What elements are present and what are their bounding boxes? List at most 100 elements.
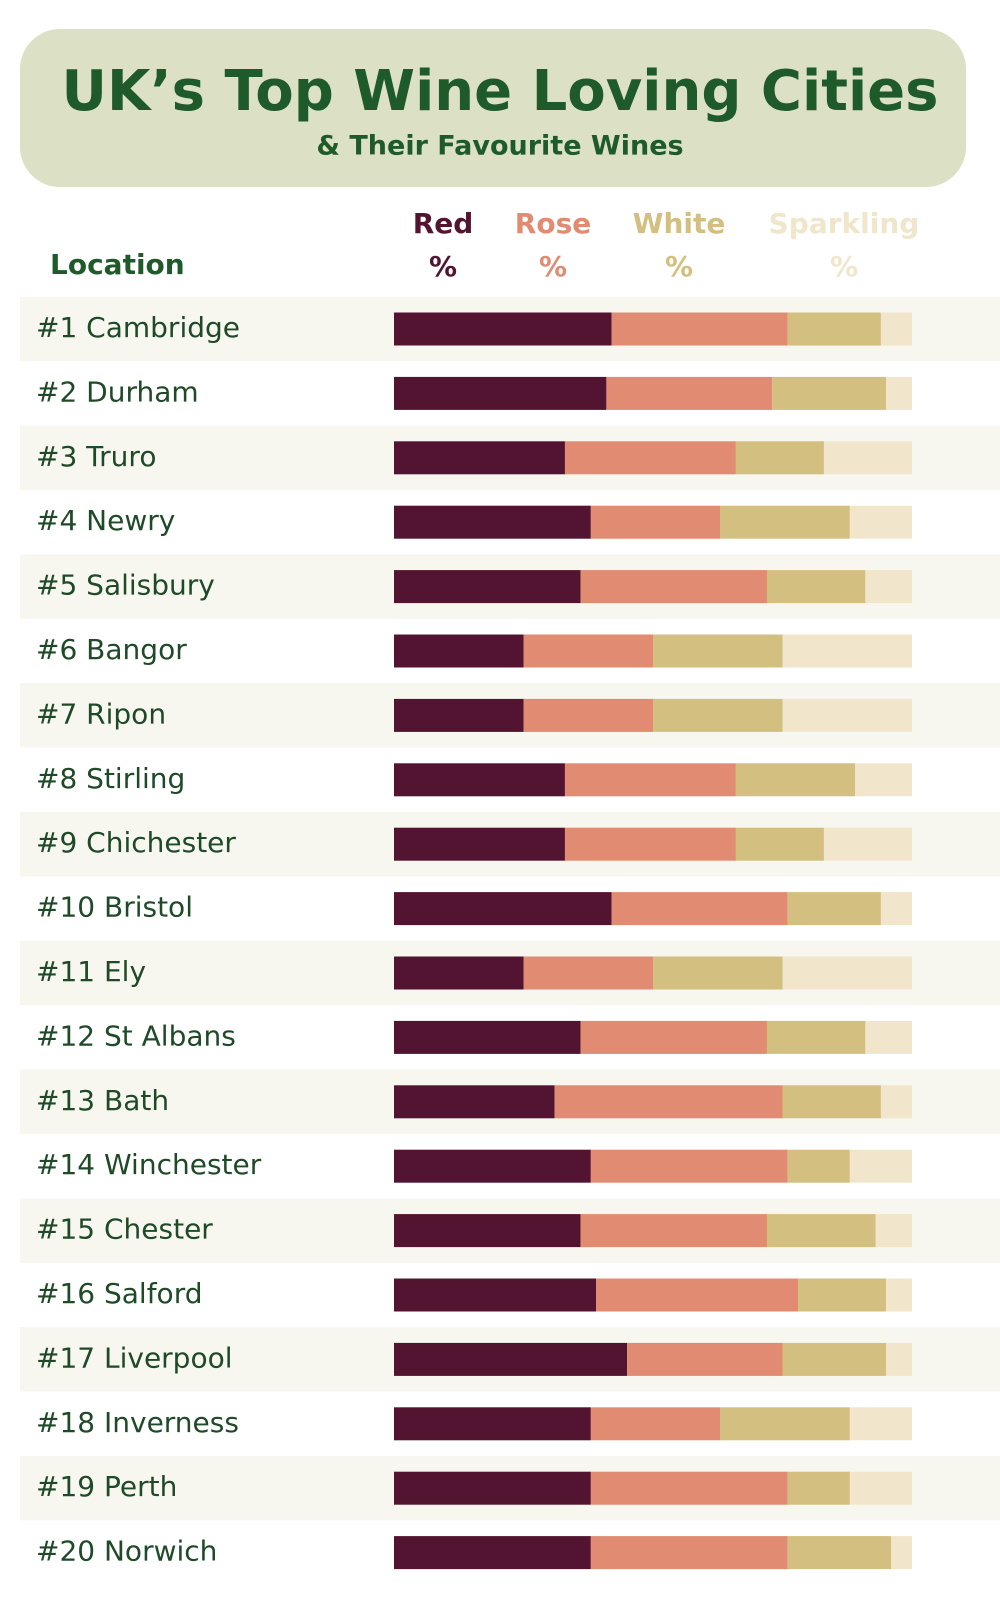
bar-segment [735,763,856,797]
bar-segment [766,1020,866,1054]
bar-segment [880,312,912,346]
bar-segment [564,827,736,861]
bar-segment [865,570,912,604]
bar-segment [394,312,612,346]
bar-segment [875,1214,912,1248]
bar-segment [580,1020,767,1054]
category-label: #18 Inverness [36,1406,239,1439]
category-label: #3 Truro [36,440,156,473]
bar-segment [886,1278,912,1312]
bar-segment [886,1342,912,1376]
bar-segment [580,570,767,604]
bar-segment [653,634,783,668]
bar-segment [782,1085,881,1119]
bar-segment [891,1536,912,1570]
bar-segment [782,1342,887,1376]
category-label: #2 Durham [36,375,199,408]
bar-segment [523,698,653,732]
bar-segment [849,1471,912,1505]
bar-segment [855,763,912,797]
category-label: #16 Salford [36,1277,202,1310]
bar-segment [394,1020,581,1054]
category-label: #4 Newry [36,504,175,537]
category-header: Location [50,248,185,281]
bar-segment [590,505,721,539]
bar-segment [394,1342,628,1376]
bar-segment [782,698,912,732]
bar-segment [590,1407,721,1441]
bar-segment [394,698,524,732]
category-label: #1 Cambridge [36,311,240,344]
bar-segment [823,827,912,861]
legend-unit: % [665,250,693,283]
category-label: #5 Salisbury [36,569,215,602]
bar-segment [823,441,912,475]
category-label: #13 Bath [36,1084,169,1117]
chart-subtitle: & Their Favourite Wines [316,131,683,162]
bar-segment [394,505,591,539]
category-label: #8 Stirling [36,762,185,795]
bar-segment [653,956,783,990]
bar-segment [394,634,524,668]
legend-label: White [633,207,726,240]
bar-segment [720,1407,850,1441]
bar-segment [787,892,881,926]
bar-segment [596,1278,799,1312]
bar-segment [394,1536,591,1570]
bar-segment [394,376,607,410]
category-label: #9 Chichester [36,826,236,859]
legend-unit: % [539,250,567,283]
bar-segment [394,892,612,926]
bar-segment [886,376,912,410]
bar-segment [394,1085,555,1119]
bar-segment [735,827,824,861]
bar-segment [580,1214,767,1248]
bar-segment [787,312,881,346]
bar-segment [394,1214,581,1248]
category-label: #10 Bristol [36,891,193,924]
legend-label: Sparkling [769,207,920,240]
category-label: #11 Ely [36,955,146,988]
bar-segment [798,1278,887,1312]
bar-segment [606,376,773,410]
bar-segment [880,892,912,926]
bar-segment [735,441,824,475]
bar-segment [611,892,788,926]
bar-segment [766,1214,876,1248]
bar-segment [782,634,912,668]
bar-segment [564,763,736,797]
bar-segment [590,1471,788,1505]
bar-segment [564,441,736,475]
category-label: #12 St Albans [36,1019,236,1052]
chart-title: UK’s Top Wine Loving Cities [62,59,939,124]
bar-segment [766,570,866,604]
bar-segment [849,1149,912,1183]
bar-segment [782,956,912,990]
bar-segment [720,505,850,539]
category-label: #15 Chester [36,1213,213,1246]
bar-segment [523,956,653,990]
category-label: #19 Perth [36,1470,177,1503]
bar-segment [394,1407,591,1441]
bar-segment [653,698,783,732]
bar-segment [880,1085,912,1119]
title-box [20,29,966,187]
bar-segment [394,1149,591,1183]
bar-segment [590,1536,788,1570]
bar-segment [627,1342,783,1376]
bar-segment [394,827,565,861]
bar-segment [394,763,565,797]
bar-segment [772,376,887,410]
bar-segment [787,1149,850,1183]
bar-segment [849,505,912,539]
bar-segment [554,1085,783,1119]
bar-segment [394,570,581,604]
legend-label: Rose [515,207,591,240]
category-label: #17 Liverpool [36,1341,233,1374]
bar-segment [611,312,788,346]
bar-segment [865,1020,912,1054]
bar-segment [523,634,653,668]
legend-unit: % [830,250,858,283]
category-label: #6 Bangor [36,633,187,666]
bar-segment [394,1471,591,1505]
